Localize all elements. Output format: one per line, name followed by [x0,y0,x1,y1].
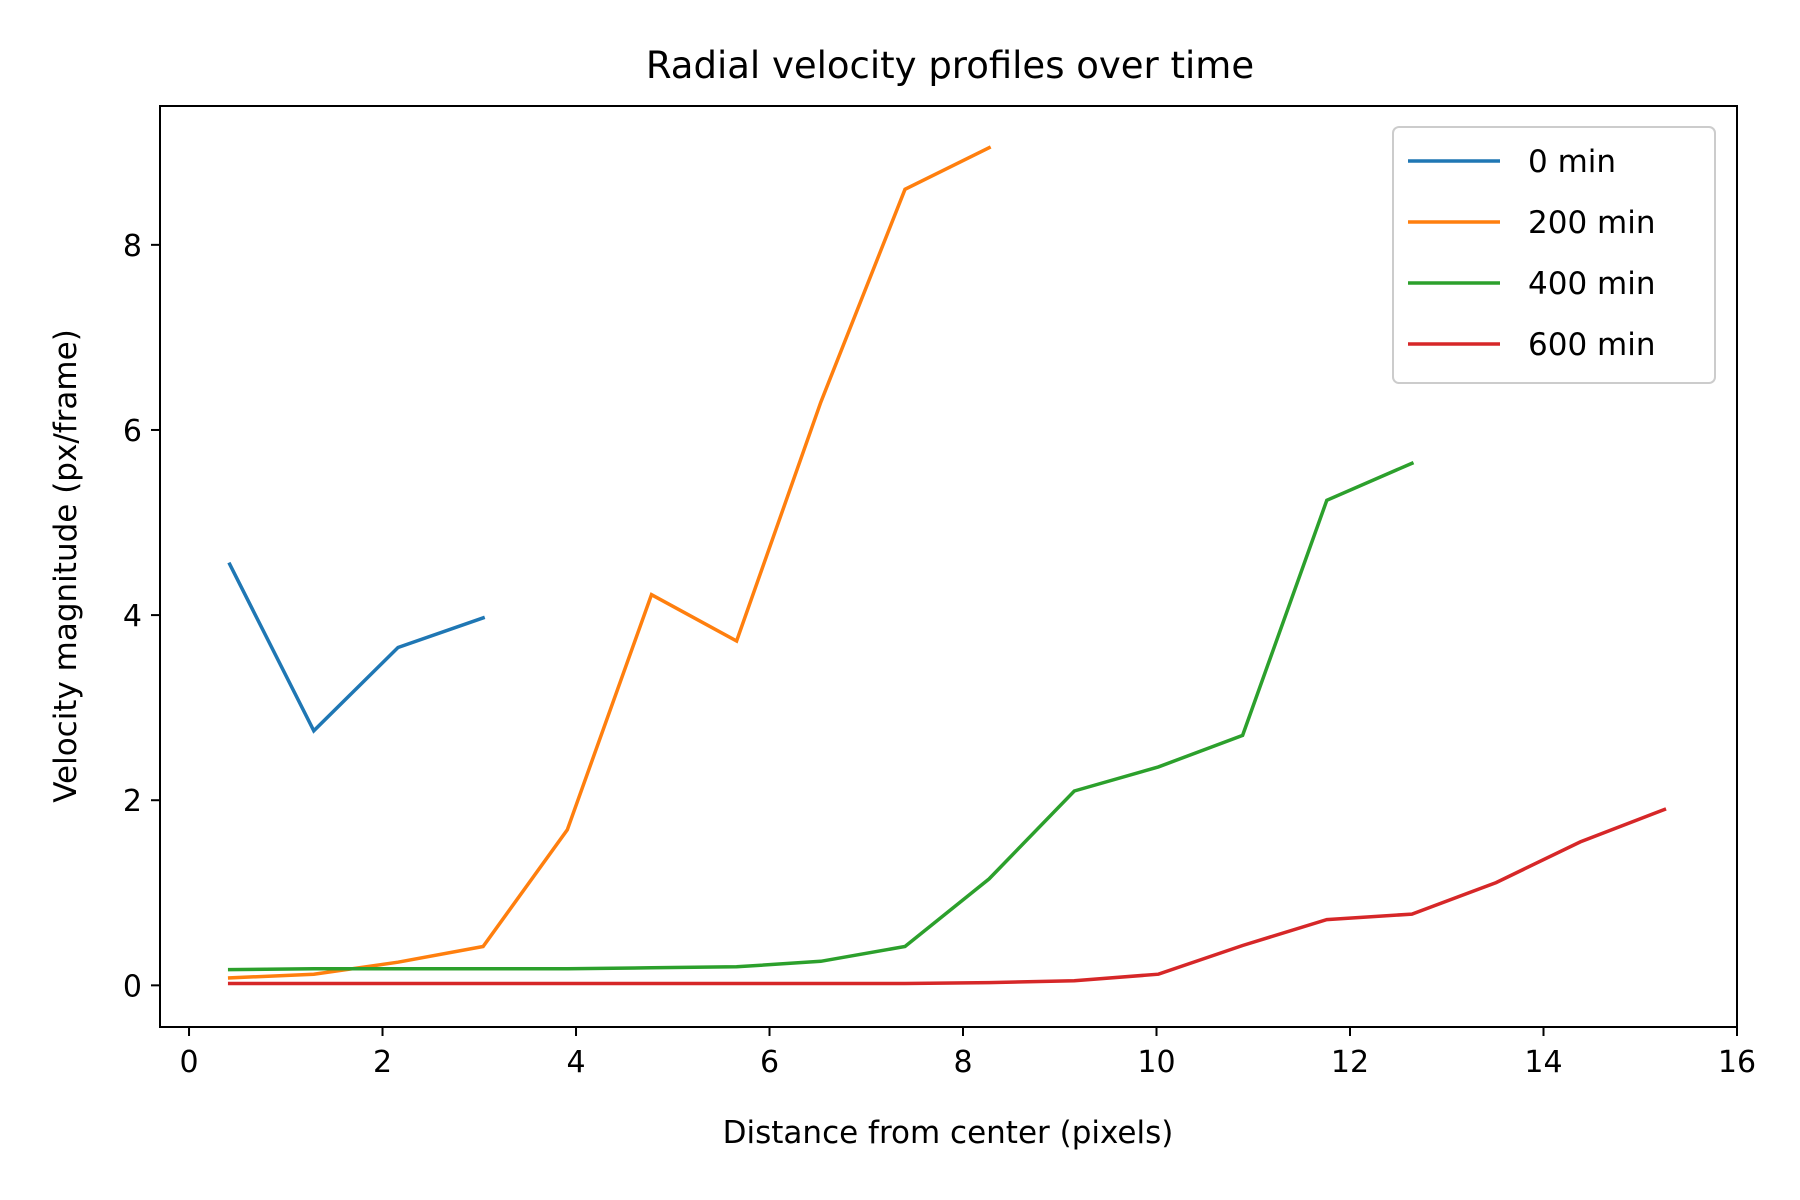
y-tick-label: 2 [123,784,142,819]
x-tick-label: 10 [1137,1045,1175,1080]
plot-frame [159,105,1738,1028]
legend-label-3: 600 min [1528,327,1655,363]
series-line-0 [227,561,486,734]
series-line-3 [227,807,1667,986]
legend-label-2: 400 min [1528,266,1655,302]
series-layer [227,145,1667,986]
x-tick-label: 16 [1718,1045,1756,1080]
x-tick-label: 4 [566,1045,585,1080]
x-tick-label: 12 [1331,1045,1369,1080]
y-tick-label: 8 [123,229,142,264]
x-tick-label: 6 [760,1045,779,1080]
legend: 0 min 200 min 400 min 600 min [1392,126,1716,384]
y-tick-label: 6 [123,414,142,449]
x-axis: 0 2 4 6 8 10 12 14 16 [179,1027,1756,1080]
x-tick-label: 0 [179,1045,198,1080]
y-axis: 0 2 4 6 8 [123,229,160,1004]
legend-box [1392,126,1716,384]
y-tick-label: 4 [123,599,142,634]
y-axis-title: Velocity magnitude (px/frame) [48,329,84,803]
x-tick-label: 14 [1524,1045,1562,1080]
legend-label-0: 0 min [1528,144,1616,180]
series-line-2 [227,460,1415,972]
x-tick-label: 8 [953,1045,972,1080]
x-axis-title: Distance from center (pixels) [723,1115,1174,1151]
legend-label-1: 200 min [1528,205,1655,241]
x-tick-label: 2 [373,1045,392,1080]
chart-title: Radial velocity profiles over time [646,44,1254,87]
y-tick-label: 0 [123,969,142,1004]
